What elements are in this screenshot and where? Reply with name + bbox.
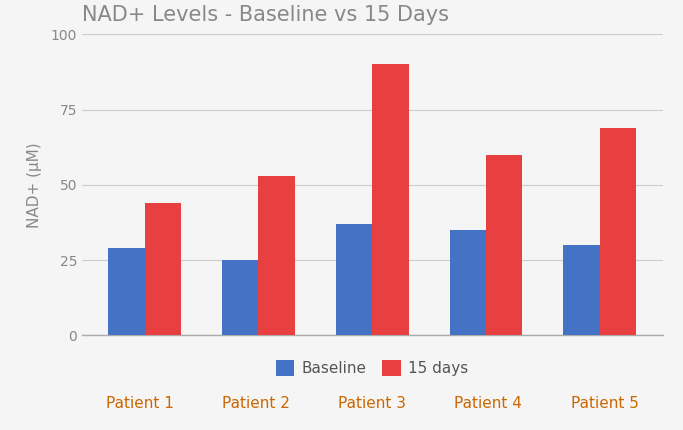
Bar	[563, 245, 600, 335]
Bar	[109, 248, 145, 335]
Bar	[145, 203, 181, 335]
Text: Patient 4: Patient 4	[454, 396, 522, 411]
Bar	[486, 155, 522, 335]
Text: Patient 5: Patient 5	[570, 396, 639, 411]
Text: Patient 3: Patient 3	[338, 396, 406, 411]
Text: NAD+ Levels - Baseline vs 15 Days: NAD+ Levels - Baseline vs 15 Days	[82, 4, 449, 25]
Bar	[449, 230, 486, 335]
Legend: Baseline, 15 days: Baseline, 15 days	[270, 354, 475, 382]
Y-axis label: NAD+ (μM): NAD+ (μM)	[27, 142, 42, 228]
Bar	[258, 176, 295, 335]
Bar	[372, 64, 408, 335]
Bar	[222, 260, 258, 335]
Bar	[600, 128, 636, 335]
Bar	[336, 224, 372, 335]
Text: Patient 2: Patient 2	[222, 396, 290, 411]
Text: Patient 1: Patient 1	[106, 396, 174, 411]
